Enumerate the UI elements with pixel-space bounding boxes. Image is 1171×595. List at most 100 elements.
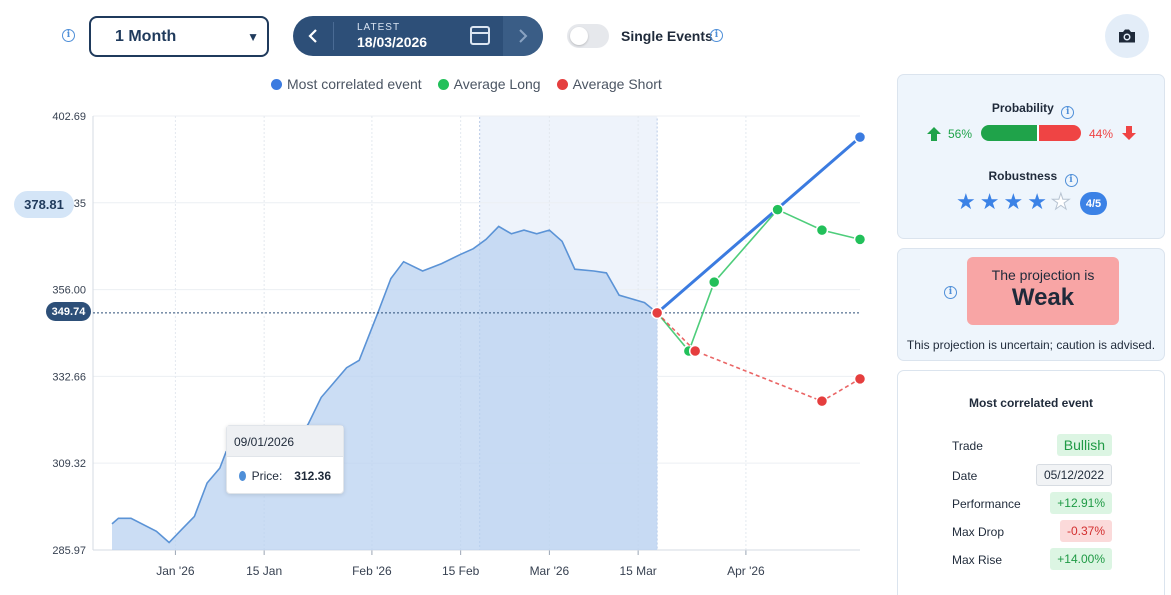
price-badge: 378.81: [14, 191, 74, 218]
previous-date-button[interactable]: [293, 16, 333, 56]
calendar-icon[interactable]: [470, 26, 490, 45]
legend-item-average-long[interactable]: Average Long: [437, 76, 541, 92]
x-tick-label: Mar '26: [530, 564, 570, 578]
row-key: Max Rise: [952, 553, 1003, 567]
robustness-info-icon[interactable]: i: [1064, 174, 1078, 187]
row-key: Trade: [952, 439, 983, 453]
projection-strength-panel: i The projection is Weak This projection…: [897, 248, 1165, 361]
camera-icon: [1119, 29, 1135, 43]
tooltip-dot: [239, 471, 246, 481]
projection-point: [815, 394, 829, 408]
legend-label: Average Long: [453, 76, 541, 92]
event-date-value: 05/12/2022: [1035, 464, 1112, 486]
probability-panel: Probability i 56% 44% Robustness i ★ ★ ★ ★ ★…: [897, 74, 1165, 239]
probability-bar: [981, 125, 1081, 141]
arrow-down-icon: [1121, 125, 1137, 146]
projection-point: [707, 275, 721, 289]
y-tick-label: 356.00: [52, 285, 86, 297]
x-tick-label: 15 Jan: [246, 564, 282, 578]
chevron-left-icon: [308, 29, 317, 43]
y-tick-label: 402.69: [52, 111, 86, 123]
probability-info-icon[interactable]: i: [1061, 106, 1075, 119]
trade-badge: Bullish: [1056, 434, 1112, 456]
legend-item-most-correlated[interactable]: Most correlated event: [271, 76, 422, 92]
date-label: LATEST: [357, 22, 401, 33]
period-info-icon[interactable]: i: [62, 29, 75, 42]
single-events-toggle[interactable]: [567, 24, 609, 48]
projection-point: [853, 233, 867, 246]
legend-dot: [271, 78, 282, 90]
projection-point: [815, 223, 829, 237]
price-chart[interactable]: 402.69 356.00 332.66 309.32 285.97 35 Jan '26 1…: [0, 100, 880, 595]
date-navigator: LATEST 18/03/2026: [293, 16, 543, 56]
projection-start-point: [650, 306, 664, 320]
arrow-up-icon: [926, 126, 942, 147]
projection-strength-value: Weak: [1011, 284, 1075, 311]
x-tick-label: Jan '26: [156, 564, 195, 578]
max-rise-value: +14.00%: [1050, 548, 1112, 570]
star-filled-icon: ★: [1027, 189, 1047, 214]
projection-line: [656, 312, 861, 403]
toggle-knob: [570, 27, 588, 45]
legend-label: Average Short: [572, 76, 662, 92]
chevron-right-icon: [519, 29, 528, 43]
event-row-trade: Trade Bullish: [952, 434, 1112, 456]
projection-point: [688, 344, 702, 358]
probability-title: Probability: [991, 101, 1054, 115]
price-area: [112, 226, 658, 550]
chart-legend: Most correlated event Average Long Avera…: [271, 76, 662, 92]
next-date-button[interactable]: [503, 16, 543, 56]
row-key: Date: [952, 469, 978, 483]
event-row-max-rise: Max Rise +14.00%: [952, 548, 1112, 570]
projection-info-icon[interactable]: i: [944, 286, 957, 299]
y-tick-label: 35: [74, 198, 86, 210]
period-select-value: 1 Month: [115, 27, 177, 45]
legend-item-average-short[interactable]: Average Short: [556, 76, 662, 92]
short-probability: 44%: [1089, 127, 1114, 141]
x-tick-label: Feb '26: [352, 564, 392, 578]
max-drop-value: -0.37%: [1059, 520, 1112, 542]
date-value[interactable]: 18/03/2026: [357, 34, 428, 50]
projection-line: [656, 136, 861, 315]
projection-note: This projection is uncertain; caution is…: [906, 338, 1156, 352]
y-tick-label: 309.32: [52, 458, 86, 470]
star-filled-icon: ★: [956, 189, 976, 214]
performance-value: +12.91%: [1050, 492, 1112, 514]
tooltip-value: 312.36: [294, 469, 331, 483]
divider: [333, 22, 334, 50]
price-line: [111, 225, 658, 544]
long-bar: [981, 125, 1037, 141]
projection-strength-box: The projection is Weak: [967, 257, 1119, 325]
projection-point: [853, 372, 867, 386]
robustness-score: 4/5: [1080, 192, 1107, 215]
single-events-info-icon[interactable]: i: [710, 29, 723, 42]
legend-dot: [437, 78, 449, 90]
star-filled-icon: ★: [1003, 189, 1024, 214]
legend-label: Most correlated event: [287, 76, 422, 92]
chevron-down-icon: ▼: [247, 30, 259, 44]
event-row-performance: Performance +12.91%: [952, 492, 1112, 514]
most-correlated-title: Most correlated event: [968, 396, 1094, 410]
legend-dot: [556, 78, 568, 90]
y-tick-label: 332.66: [52, 371, 86, 383]
star-empty-icon: ★: [1050, 189, 1071, 214]
current-price-badge: 349.74: [46, 302, 91, 321]
long-probability: 56%: [948, 127, 973, 141]
projection-point: [853, 130, 867, 144]
x-tick-label: 15 Feb: [442, 564, 480, 578]
screenshot-button[interactable]: [1105, 14, 1149, 58]
most-correlated-panel: Most correlated event Trade Bullish Date…: [897, 370, 1165, 595]
event-row-max-drop: Max Drop -0.37%: [952, 520, 1112, 542]
row-key: Performance: [952, 497, 1021, 511]
robustness-stars: ★ ★ ★ ★ ★: [956, 189, 1071, 214]
period-select[interactable]: 1 Month ▼: [89, 16, 269, 57]
x-tick-label: 15 Mar: [619, 564, 656, 578]
row-key: Max Drop: [952, 525, 1005, 539]
y-tick-label: 285.97: [52, 545, 86, 557]
star-filled-icon: ★: [979, 189, 1000, 214]
event-row-date: Date 05/12/2022: [952, 464, 1112, 486]
projection-strength-label: The projection is: [991, 267, 1095, 283]
robustness-title: Robustness: [988, 169, 1058, 183]
single-events-label: Single Events: [621, 28, 713, 44]
short-bar: [1037, 125, 1081, 141]
